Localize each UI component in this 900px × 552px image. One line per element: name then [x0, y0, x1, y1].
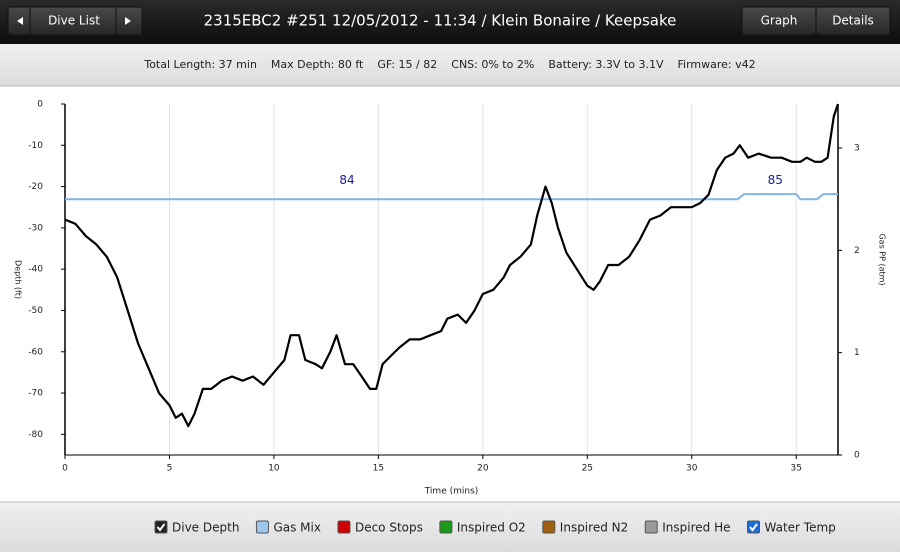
y-tick-label: -60 — [28, 347, 43, 357]
legend-checkbox[interactable] — [747, 520, 760, 534]
annotation: 85 — [768, 173, 783, 187]
legend-label: Dive Depth — [172, 521, 239, 535]
dive-list-nav[interactable]: Dive List — [7, 6, 143, 36]
legend-label: Water Temp — [765, 521, 836, 535]
y-tick-label: -70 — [28, 389, 43, 399]
annotation: 84 — [339, 173, 354, 187]
y-tick-label: -40 — [28, 265, 43, 275]
legend-checkbox[interactable] — [154, 520, 168, 534]
x-tick-label: 25 — [582, 464, 593, 474]
legend-item[interactable]: Inspired O2 — [439, 520, 526, 535]
stat: GF: 15 / 82 — [377, 58, 437, 71]
y-tick-label: -20 — [28, 182, 43, 192]
legend-checkbox[interactable] — [644, 520, 658, 534]
y2-tick-label: 2 — [854, 246, 860, 256]
y-axis-label: Depth (ft) — [14, 260, 23, 299]
legend-checkbox[interactable] — [439, 520, 453, 534]
legend-item[interactable]: Dive Depth — [154, 520, 239, 535]
legend-label: Inspired O2 — [457, 521, 526, 535]
x-tick-label: 5 — [167, 464, 173, 474]
tab-label[interactable]: Graph — [761, 14, 798, 28]
x-tick-label: 15 — [373, 464, 384, 474]
nav-label[interactable]: Dive List — [48, 14, 100, 28]
series-line — [64, 103, 840, 428]
check-mark — [156, 523, 166, 532]
stat: Battery: 3.3V to 3.1V — [548, 58, 664, 71]
series-line — [65, 193, 838, 201]
x-tick-label: 30 — [686, 464, 698, 474]
legend-label: Inspired N2 — [560, 521, 628, 535]
stats: Total Length: 37 min Max Depth: 80 ft GF: … — [143, 58, 755, 71]
stat: CNS: 0% to 2% — [451, 58, 534, 71]
y2-tick-label: 0 — [854, 451, 860, 461]
x-tick-label: 10 — [268, 464, 280, 474]
legend-label: Deco Stops — [355, 521, 423, 535]
y-tick-label: -80 — [28, 430, 43, 440]
x-tick-label: 35 — [790, 464, 801, 474]
dive-title: 2315EBC2 #251 12/05/2012 - 11:34 / Klein… — [204, 12, 677, 30]
stats-bar — [0, 44, 900, 86]
legend-checkbox[interactable] — [542, 520, 556, 534]
stat: Total Length: 37 min — [143, 58, 257, 71]
legend-item[interactable]: Gas Mix — [255, 520, 321, 535]
next-arrow[interactable] — [125, 17, 131, 25]
x-axis-label: Time (mins) — [424, 487, 479, 497]
legend-item[interactable]: Water Temp — [747, 520, 836, 535]
y2-axis-label: Gas PP (atm) — [878, 233, 887, 285]
y-tick-label: -50 — [28, 306, 43, 316]
legend-item[interactable]: Inspired N2 — [542, 520, 628, 535]
check-mark — [749, 523, 758, 532]
legend-item[interactable]: Inspired He — [644, 520, 731, 535]
x-tick-label: 20 — [477, 464, 489, 474]
legend-label: Inspired He — [662, 521, 730, 535]
nav-button[interactable] — [7, 6, 143, 36]
y-tick-label: 0 — [37, 100, 43, 110]
y2-tick-label: 1 — [854, 348, 860, 358]
stat: Firmware: v42 — [678, 58, 756, 71]
tab-label[interactable]: Details — [832, 14, 874, 28]
y2-tick-label: 3 — [854, 144, 860, 154]
y-tick-label: -10 — [28, 141, 43, 151]
prev-arrow[interactable] — [17, 17, 23, 25]
y-tick-label: -30 — [28, 223, 43, 233]
x-tick-label: 0 — [62, 464, 68, 474]
tabs: Graph Details — [741, 6, 891, 36]
legend-item[interactable]: Deco Stops — [337, 520, 423, 535]
legend-checkbox[interactable] — [255, 520, 269, 534]
legend-checkbox[interactable] — [337, 520, 351, 534]
tab[interactable] — [815, 6, 891, 36]
stat: Max Depth: 80 ft — [271, 58, 364, 71]
legend-label: Gas Mix — [273, 521, 321, 535]
